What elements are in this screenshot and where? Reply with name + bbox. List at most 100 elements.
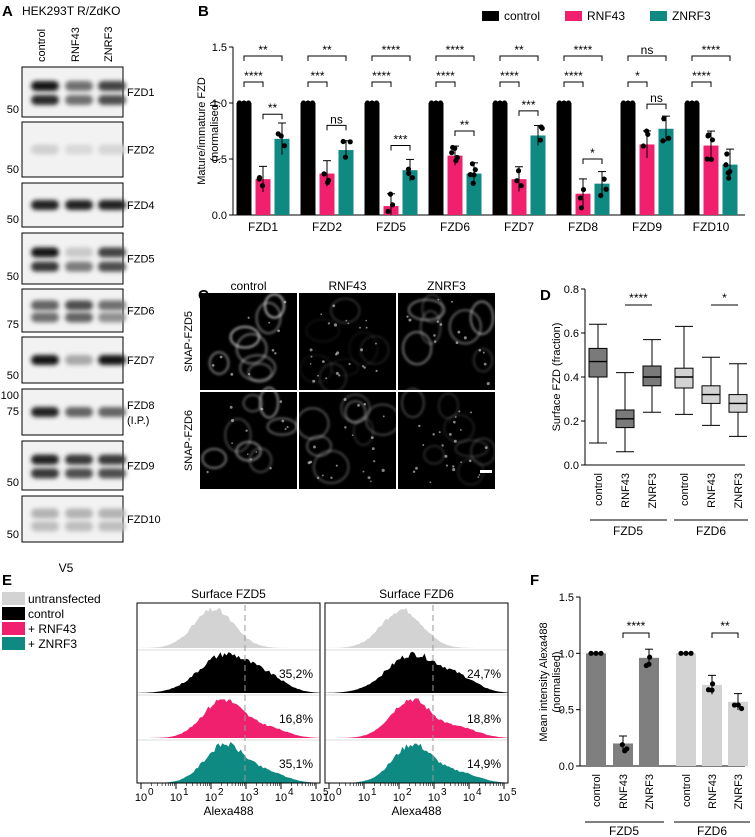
- vesicle-spot: [231, 442, 233, 444]
- data-point: [556, 100, 563, 106]
- x-tick-exponent: 0: [148, 787, 154, 798]
- sig-bracket-low: [563, 81, 584, 87]
- data-point: [625, 100, 631, 106]
- blot-label: FZD10: [127, 514, 161, 526]
- x-category-label: FZD7: [504, 220, 534, 234]
- vesicle-spot: [445, 464, 448, 467]
- x-tick-label: 10: [428, 792, 440, 804]
- size-marker: 50: [7, 271, 19, 283]
- x-tick-label: 10: [275, 792, 287, 804]
- vesicle-spot: [245, 429, 248, 432]
- vesicle-spot: [344, 426, 347, 429]
- x-category-label: FZD9: [632, 220, 662, 234]
- vesicle-spot: [375, 369, 378, 373]
- vesicle-spot: [260, 407, 264, 411]
- histogram-control: [325, 651, 508, 693]
- sig-bracket-right-label: ns: [330, 112, 343, 126]
- sig-bracket-top: [627, 55, 667, 61]
- blot-band: [65, 312, 93, 323]
- histogram-title: Surface FZD6: [379, 587, 454, 601]
- y-tick-label: 1.5: [212, 42, 227, 54]
- blot-band: [65, 355, 93, 365]
- cell-membrane: [419, 310, 442, 345]
- sig-bracket-right: [390, 145, 411, 151]
- y-tick-label: 1.0: [559, 648, 574, 660]
- micrograph-panel: [398, 392, 495, 489]
- data-point: [340, 138, 346, 145]
- sig-bracket-right: [454, 130, 475, 136]
- vesicle-spot: [453, 439, 457, 443]
- data-point: [705, 133, 711, 139]
- blot-band: [31, 521, 59, 532]
- group-label: FZD6: [697, 824, 727, 837]
- vesicle-spot: [470, 411, 473, 414]
- size-marker: 50: [7, 104, 19, 116]
- vesicle-spot: [437, 298, 440, 301]
- data-point: [578, 205, 585, 211]
- sig-bracket-right-label: ***: [521, 98, 535, 112]
- bar-control: [364, 103, 380, 215]
- sig-bracket: [711, 632, 739, 638]
- blot-band: [98, 247, 126, 258]
- vesicle-spot: [371, 447, 375, 451]
- y-tick-label: 1.0: [212, 98, 227, 110]
- vesicle-spot: [309, 363, 312, 365]
- sig-bracket-low-label: ****: [244, 69, 263, 83]
- vesicle-spot: [325, 377, 328, 380]
- cell-membrane: [224, 417, 252, 453]
- panel-letter-e: E: [2, 572, 12, 589]
- legend-swatch: [650, 11, 667, 21]
- data-point: [373, 100, 380, 106]
- vesicle-spot: [458, 410, 461, 413]
- blot-band: [31, 312, 59, 323]
- histogram-frame: [136, 602, 321, 784]
- data-point: [433, 100, 439, 106]
- data-point: [275, 131, 281, 137]
- sig-bracket-right: [326, 124, 347, 131]
- data-point: [281, 143, 288, 149]
- blot-band: [65, 200, 93, 210]
- data-point: [309, 100, 316, 106]
- vesicle-spot: [336, 351, 340, 355]
- cell-membrane: [263, 293, 286, 319]
- blot-band: [65, 468, 93, 479]
- vesicle-spot: [248, 372, 251, 376]
- panel-d-box-plot: 0.0 0.2 0.4 0.6 0.8 Surface FZD (fraction) con…: [551, 284, 748, 538]
- data-point: [693, 100, 700, 106]
- blot-label: FZD4: [127, 200, 155, 212]
- y-tick-label: 0.0: [559, 761, 574, 773]
- blot-band: [98, 521, 126, 532]
- legend-label: + ZNRF3: [28, 637, 77, 651]
- blot-band: [98, 355, 126, 365]
- data-point: [259, 183, 266, 189]
- vesicle-spot: [327, 322, 330, 325]
- scale-bar: [480, 470, 492, 473]
- x-category-label: FZD5: [376, 220, 406, 234]
- cell-membrane: [454, 439, 489, 458]
- vesicle-spot: [483, 362, 487, 366]
- gate-percentage: 14,9%: [467, 757, 501, 771]
- data-point: [565, 100, 572, 106]
- x-tick-exponent: 1: [183, 787, 189, 798]
- group-label: FZD5: [609, 824, 639, 837]
- vesicle-spot: [436, 320, 440, 323]
- vesicle-spot: [347, 322, 350, 325]
- blot-band: [65, 508, 93, 519]
- data-point: [364, 100, 371, 106]
- legend-label: ZNRF3: [672, 9, 711, 23]
- panel-a-title: HEK293T R/ZdKO: [22, 4, 120, 18]
- data-point: [561, 100, 567, 106]
- vesicle-spot: [269, 467, 272, 470]
- size-marker: 50: [7, 477, 19, 489]
- vesicle-spot: [351, 434, 354, 437]
- histogram-znrf3: [137, 741, 320, 783]
- x-category-label: RNF43: [706, 473, 718, 508]
- gate-percentage: 18,8%: [467, 712, 501, 726]
- vesicle-spot: [439, 323, 443, 326]
- data-point: [678, 650, 684, 656]
- blot-label: FZD9: [127, 461, 155, 473]
- vesicle-spot: [332, 304, 336, 308]
- data-point: [385, 208, 391, 215]
- data-point: [471, 172, 477, 178]
- y-tick-label: 0.5: [212, 154, 227, 166]
